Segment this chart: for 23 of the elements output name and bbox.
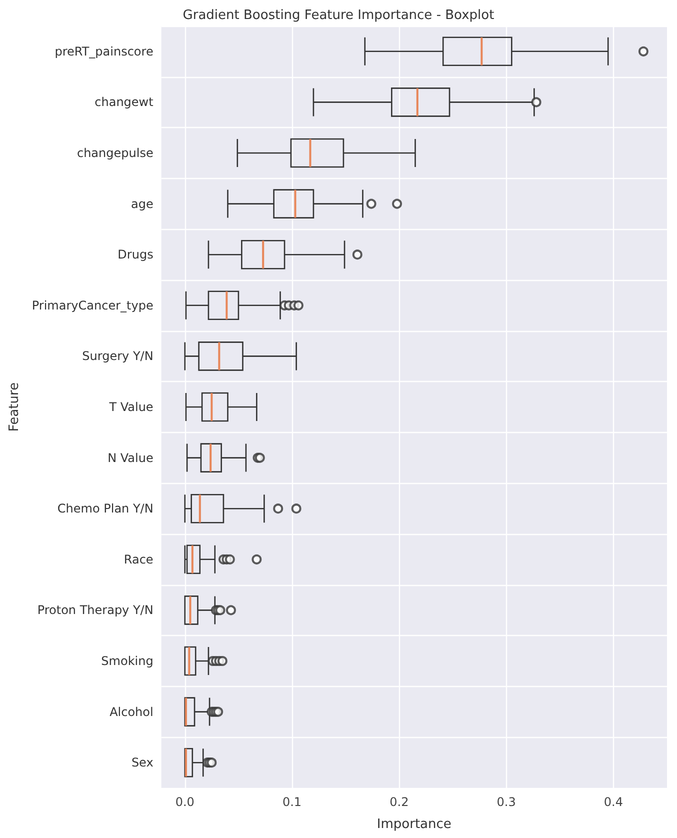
chart-title: Gradient Boosting Feature Importance - Boxplot [182, 8, 494, 23]
x-tick-label: 0.3 [496, 795, 516, 809]
y-tick-label: changepulse [76, 146, 154, 160]
y-axis-title: Feature [7, 382, 22, 432]
y-tick-label: Race [124, 552, 154, 566]
x-tick-label: 0.2 [390, 795, 409, 809]
y-tick-label: PrimaryCancer_type [32, 298, 154, 312]
y-tick-label: Sex [131, 756, 154, 770]
y-tick-label: changewt [94, 95, 154, 110]
x-tick-label: 0.4 [604, 795, 623, 809]
y-tick-label: Alcohol [110, 704, 154, 719]
y-tick-label: Surgery Y/N [82, 349, 154, 364]
y-tick-label: preRT_painscore [54, 44, 154, 58]
y-tick-label: Drugs [118, 248, 154, 262]
y-tick-label: T Value [108, 400, 154, 414]
x-tick-label: 0.1 [282, 795, 302, 809]
y-tick-label: N Value [108, 450, 154, 465]
y-tick-label: age [130, 196, 154, 211]
x-axis-title: Importance [376, 817, 452, 832]
y-tick-label: Chemo Plan Y/N [57, 502, 154, 516]
y-tick-label: Smoking [101, 654, 154, 668]
x-tick-label: 0.0 [175, 795, 194, 809]
y-tick-label: Proton Therapy Y/N [37, 603, 154, 618]
